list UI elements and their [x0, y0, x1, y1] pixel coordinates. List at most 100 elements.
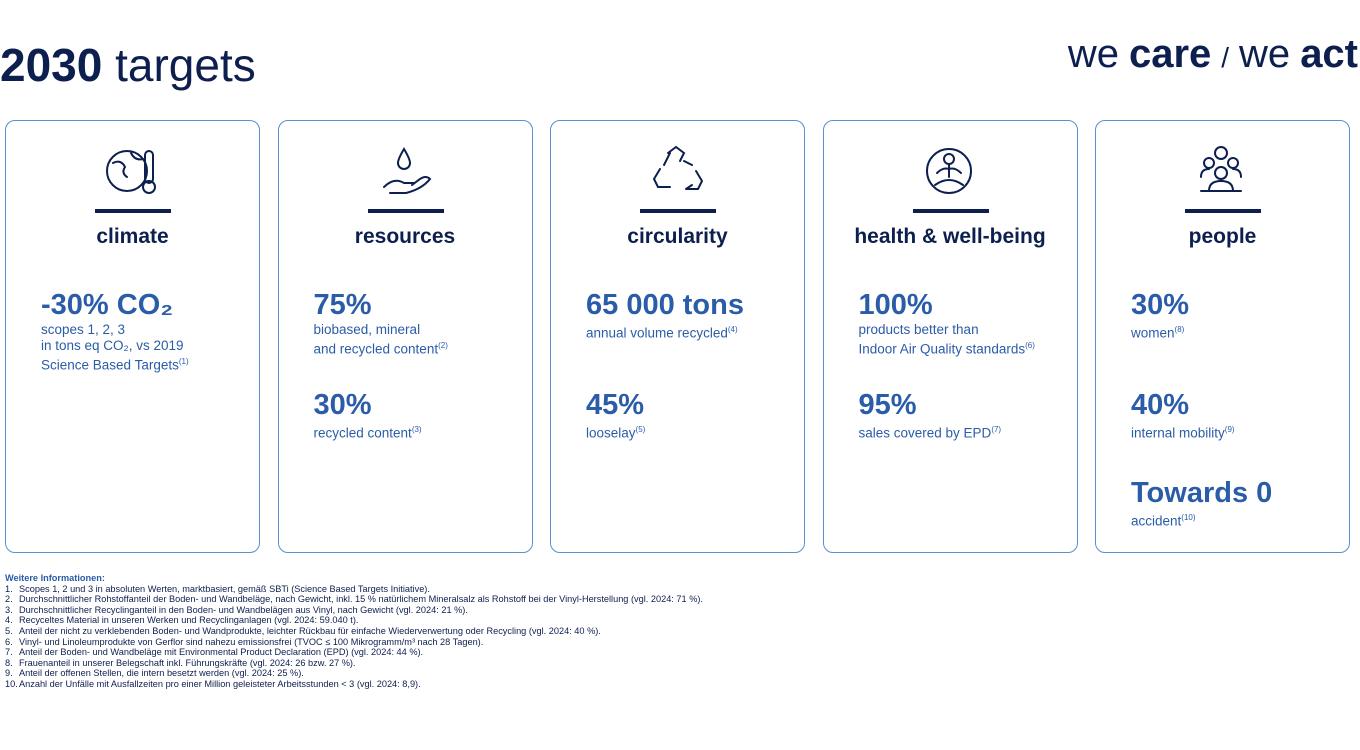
target-desc: recycled content	[313, 425, 412, 441]
footnote-ref: (1)	[178, 357, 189, 366]
tagline-word: care	[1128, 32, 1212, 76]
target-desc-line: in tons eq CO₂, vs 2019	[41, 338, 255, 354]
footnote: 4. Recyceltes Material in unseren Werken …	[5, 615, 703, 626]
target-desc-line: recycled content(3)	[314, 422, 528, 442]
footnote-text: Recyceltes Material in unseren Werken un…	[19, 615, 359, 626]
footnote-text: Vinyl- und Linoleumprodukte von Gerflor …	[19, 636, 484, 647]
card-icon	[106, 150, 156, 194]
footnote: 5. Anteil der nicht zu verklebenden Boden…	[5, 626, 703, 637]
target-card: resources 75% biobased, mineral and recycle…	[277, 120, 533, 553]
card-bar	[912, 209, 989, 213]
target-value: 65 000 tons	[586, 289, 744, 321]
target-desc-line: and recycled content(2)	[314, 338, 528, 358]
card-bar	[95, 209, 171, 213]
footnote-ref: (10)	[1181, 513, 1196, 522]
target-desc: sales covered by EPD	[858, 425, 992, 441]
footnote-text: Frauenanteil in unserer Belegschaft inkl…	[19, 657, 356, 668]
target-card: climate -30% CO₂ scopes 1, 2, 3 in tons eq …	[5, 120, 260, 553]
footnote-number: 10.	[5, 678, 18, 689]
target-desc: internal mobility	[1131, 425, 1225, 441]
title-year: 2030	[0, 39, 103, 91]
footnote-ref: (7)	[991, 425, 1002, 434]
target-desc: Science Based Targets	[41, 357, 179, 373]
footnote-ref: (4)	[727, 325, 738, 334]
target-card: people 30% women(8) 40% internal mobility(9)…	[1095, 120, 1350, 553]
target-desc-line: looselay(5)	[586, 422, 800, 442]
footnote-number: 5.	[5, 625, 13, 636]
footnote-ref: (3)	[411, 425, 422, 434]
card-icon	[925, 148, 972, 194]
target: 75% biobased, mineral and recycled content…	[314, 289, 528, 358]
target-value: 45%	[586, 389, 645, 421]
tagline-word: act	[1300, 32, 1358, 76]
target-desc-line: sales covered by EPD(7)	[859, 422, 1073, 442]
target-desc-line: Science Based Targets(1)	[41, 354, 255, 374]
target-value: 95%	[858, 389, 917, 421]
footnote-text: Durchschnittlicher Rohstoffanteil der Bo…	[19, 594, 703, 605]
target: Towards 0 accident(10)	[1131, 477, 1345, 530]
card-title: health & well-being	[854, 225, 1046, 248]
target: 30% women(8)	[1131, 289, 1345, 342]
footnotes: Weitere Informationen: 1. Scopes 1, 2 und …	[5, 573, 703, 690]
footnote: 6. Vinyl- und Linoleumprodukte von Gerflo…	[5, 637, 703, 648]
footnote-text: Anteil der Boden- und Wandbeläge mit Env…	[19, 647, 424, 658]
footnote: 9. Anteil der offenen Stellen, die intern…	[5, 668, 703, 679]
footnote: 1. Scopes 1, 2 und 3 in absoluten Werten,…	[5, 584, 703, 595]
target-desc-line: scopes 1, 2, 3	[41, 322, 255, 338]
target-value: 30%	[1131, 289, 1190, 321]
footnote-ref: (8)	[1174, 325, 1185, 334]
page-title: 2030 targets	[0, 38, 256, 92]
target-value: 30%	[313, 389, 372, 421]
target-desc: and recycled content	[313, 341, 439, 357]
footnote-text: Durchschnittlicher Recyclinganteil in de…	[19, 604, 468, 615]
target-value: Towards 0	[1131, 477, 1273, 509]
target-desc: looselay	[586, 425, 636, 441]
footnote-text: Scopes 1, 2 und 3 in absoluten Werten, m…	[19, 583, 430, 594]
target: -30% CO₂ scopes 1, 2, 3 in tons eq CO₂, vs…	[41, 289, 255, 374]
target-card: health & well-being 100% products better t…	[822, 120, 1078, 553]
target-value: 40%	[1131, 389, 1190, 421]
footnote-number: 9.	[5, 668, 13, 679]
target-desc-line: accident(10)	[1131, 510, 1345, 530]
target-desc-line: annual volume recycled(4)	[586, 322, 800, 342]
footnote: 2. Durchschnittlicher Rohstoffanteil der …	[5, 594, 703, 605]
card-icon	[1200, 146, 1242, 192]
target-desc-line: internal mobility(9)	[1131, 422, 1345, 442]
footnote-number: 6.	[5, 636, 13, 647]
target-desc-line: products better than	[859, 322, 1073, 338]
footnote: 7. Anteil der Boden- und Wandbeläge mit E…	[5, 647, 703, 658]
target-desc: scopes 1, 2, 3	[41, 322, 126, 337]
card-title: circularity	[627, 225, 728, 248]
footnote-number: 8.	[5, 657, 13, 668]
footnote-text: Anteil der nicht zu verklebenden Boden- …	[19, 625, 601, 636]
title-rest: targets	[115, 39, 256, 91]
target-value: 75%	[313, 289, 372, 321]
footnote: 10.Anzahl der Unfälle mit Ausfallzeiten …	[5, 679, 703, 690]
footnote-text: Anteil der offenen Stellen, die intern b…	[19, 668, 304, 679]
footnote-number: 4.	[5, 615, 13, 626]
tagline-word: we	[1239, 32, 1291, 76]
target-desc: in tons eq CO₂, vs 2019	[41, 338, 184, 353]
tagline: we care / we act	[1068, 32, 1358, 77]
footnote-ref: (2)	[438, 341, 448, 350]
target-desc: women	[1131, 325, 1175, 341]
card-icon	[382, 147, 431, 194]
footnote-number: 2.	[5, 594, 13, 605]
footnote-ref: (9)	[1224, 425, 1235, 434]
footnote-ref: (6)	[1025, 341, 1035, 350]
target-desc-line: women(8)	[1131, 322, 1345, 342]
card-icon	[652, 145, 704, 190]
footnote: 8. Frauenanteil in unserer Belegschaft in…	[5, 658, 703, 669]
target-card: circularity 65 000 tons annual volume recy…	[550, 120, 805, 553]
footnote-number: 1.	[5, 583, 13, 594]
target-desc-line: biobased, mineral	[314, 322, 528, 338]
target: 30% recycled content(3)	[314, 389, 528, 442]
target-desc-line: Indoor Air Quality standards(6)	[859, 338, 1073, 358]
tagline-word: /	[1221, 42, 1230, 73]
target-value: -30% CO₂	[41, 289, 174, 321]
target: 100% products better than Indoor Air Quali…	[859, 289, 1073, 358]
tagline-word: we	[1067, 32, 1119, 76]
target: 95% sales covered by EPD(7)	[859, 389, 1073, 442]
target-desc: annual volume recycled	[586, 325, 728, 341]
